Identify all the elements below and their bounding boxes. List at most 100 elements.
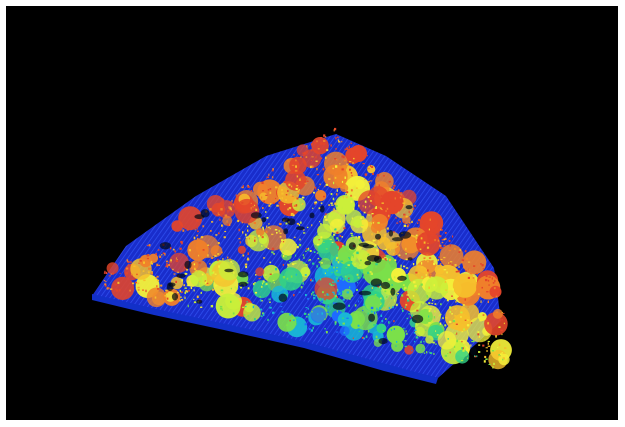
lidar-point xyxy=(423,241,426,244)
lidar-point xyxy=(341,155,344,158)
lidar-point xyxy=(388,214,390,217)
lidar-point xyxy=(328,306,330,309)
lidar-point xyxy=(306,226,309,229)
lidar-point xyxy=(300,203,302,206)
lidar-point xyxy=(289,313,292,316)
lidar-point xyxy=(470,344,472,347)
lidar-point xyxy=(408,222,411,224)
lidar-point xyxy=(329,238,332,241)
lidar-point xyxy=(464,250,467,253)
lidar-point xyxy=(192,271,195,273)
lidar-point xyxy=(288,207,292,210)
lidar-point xyxy=(272,272,273,275)
canopy-crown xyxy=(234,198,260,224)
lidar-point xyxy=(334,280,336,284)
lidar-point xyxy=(371,233,373,236)
lidar-point xyxy=(380,194,383,197)
lidar-point xyxy=(381,225,385,227)
lidar-point xyxy=(370,272,373,275)
lidar-point xyxy=(339,163,341,165)
lidar-point xyxy=(456,339,458,343)
lidar-point xyxy=(367,296,370,298)
lidar-point xyxy=(495,276,498,279)
lidar-point xyxy=(252,283,255,286)
lidar-point xyxy=(428,302,431,305)
lidar-point xyxy=(279,248,282,251)
canopy-gap xyxy=(358,290,372,296)
lidar-point xyxy=(186,291,189,293)
lidar-point xyxy=(330,202,333,205)
lidar-point xyxy=(363,211,366,214)
lidar-point xyxy=(266,217,269,219)
canopy-crown xyxy=(477,312,487,321)
lidar-point xyxy=(439,235,442,238)
lidar-point xyxy=(353,263,357,265)
lidar-point xyxy=(267,318,269,321)
lidar-point xyxy=(197,237,199,240)
lidar-point xyxy=(267,268,270,270)
lidar-point xyxy=(143,261,145,264)
lidar-point xyxy=(168,264,170,267)
lidar-point xyxy=(358,330,360,332)
lidar-point xyxy=(193,263,196,266)
lidar-point xyxy=(156,263,159,267)
lidar-point xyxy=(412,304,415,306)
lidar-point xyxy=(250,207,252,210)
lidar-point xyxy=(247,184,249,187)
lidar-point xyxy=(260,315,263,317)
lidar-point xyxy=(371,287,374,289)
lidar-point xyxy=(286,159,290,162)
lidar-point xyxy=(348,161,352,163)
lidar-point xyxy=(444,354,448,357)
lidar-point xyxy=(441,242,444,244)
canopy-crown xyxy=(285,169,307,191)
lidar-point xyxy=(314,141,317,144)
lidar-point xyxy=(454,345,456,348)
lidar-point xyxy=(396,341,398,343)
lidar-point xyxy=(151,271,153,273)
lidar-point xyxy=(428,315,430,318)
lidar-point xyxy=(291,185,293,188)
lidar-point xyxy=(239,208,242,211)
lidar-point xyxy=(305,250,307,252)
lidar-point xyxy=(282,276,286,279)
canopy-crown xyxy=(319,257,331,270)
lidar-point xyxy=(299,238,301,241)
lidar-point xyxy=(283,288,286,291)
lidar-point xyxy=(305,307,308,309)
lidar-point xyxy=(177,271,179,273)
lidar-point xyxy=(405,253,407,255)
lidar-point xyxy=(426,254,429,257)
lidar-point xyxy=(250,202,252,204)
lidar-point xyxy=(186,228,189,231)
lidar-point xyxy=(485,331,487,334)
lidar-point xyxy=(385,210,387,213)
lidar-point xyxy=(283,181,286,184)
lidar-point xyxy=(323,242,325,243)
lidar-point xyxy=(247,257,249,260)
lidar-point xyxy=(493,287,496,290)
lidar-point xyxy=(407,297,409,300)
lidar-point xyxy=(318,239,320,241)
lidar-point xyxy=(219,218,221,221)
lidar-point xyxy=(373,239,376,242)
lidar-point xyxy=(374,207,378,209)
lidar-point xyxy=(381,202,384,204)
canopy-gap xyxy=(470,346,477,356)
lidar-point xyxy=(383,304,386,307)
lidar-point xyxy=(411,350,413,352)
lidar-point xyxy=(406,294,409,296)
lidar-point xyxy=(352,238,355,240)
lidar-point xyxy=(361,336,365,339)
lidar-point xyxy=(292,214,295,217)
lidar-point xyxy=(404,345,407,348)
lidar-point xyxy=(164,253,166,256)
lidar-point xyxy=(428,322,431,324)
lidar-point xyxy=(405,215,408,218)
lidar-point xyxy=(105,281,107,282)
canopy-crown xyxy=(424,276,449,300)
lidar-point xyxy=(371,213,374,215)
lidar-point xyxy=(439,244,442,247)
canopy-crown xyxy=(302,149,322,169)
lidar-point xyxy=(319,137,322,140)
